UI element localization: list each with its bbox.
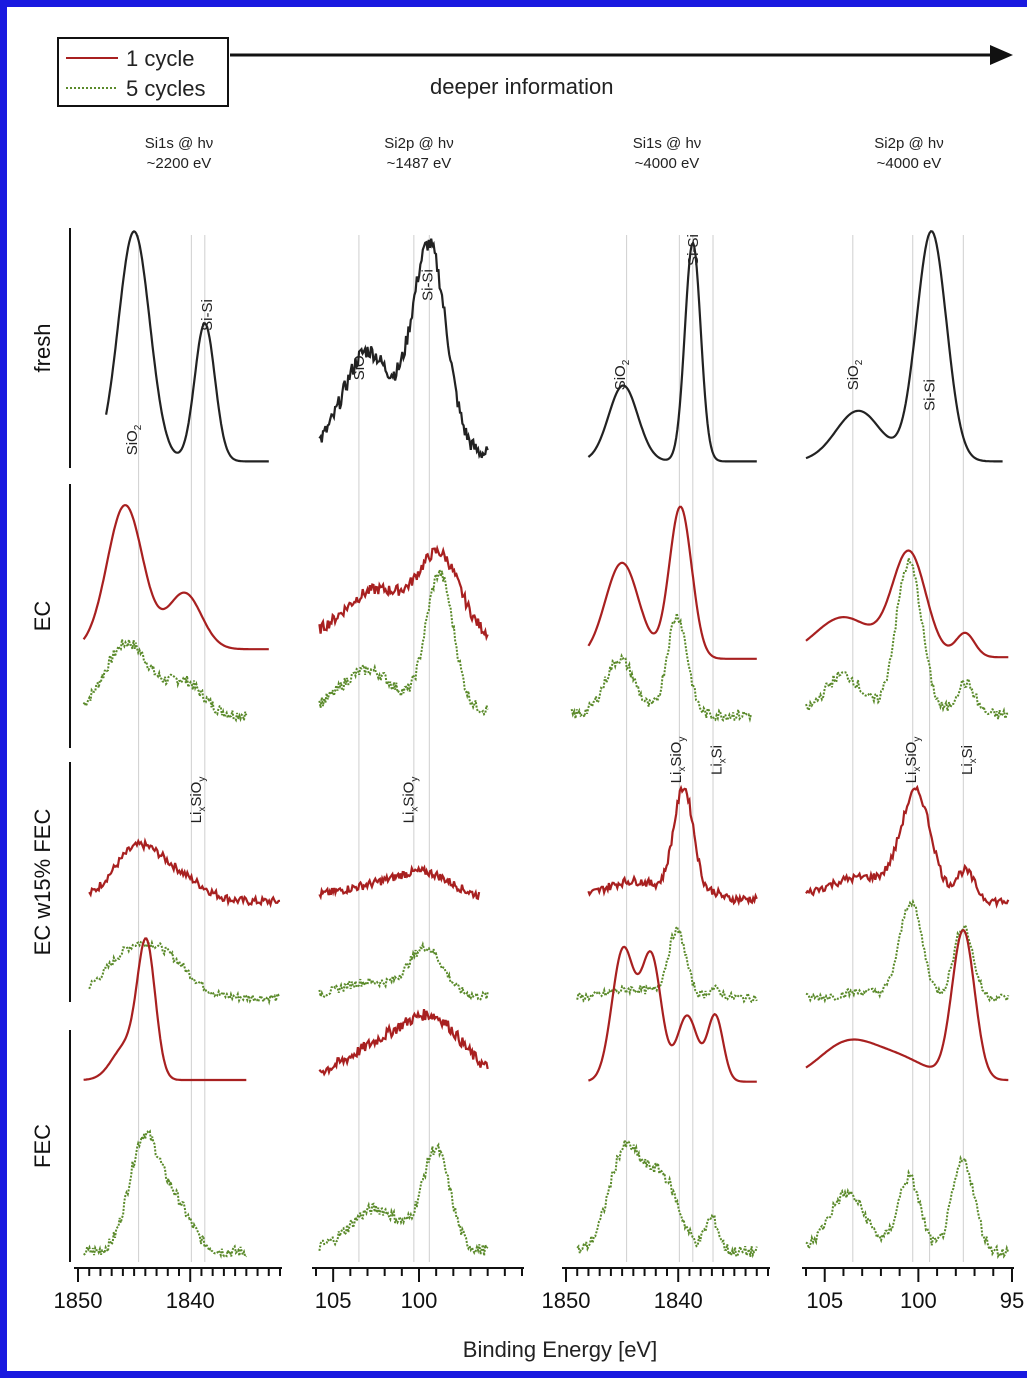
peak-label: SiO2 xyxy=(845,359,865,390)
depth-arrow-head xyxy=(990,45,1013,65)
spectrum-trace-fec-5-cycle xyxy=(805,1154,1010,1260)
peak-label: Si-Si xyxy=(922,379,939,411)
peak-label: LixSiOy xyxy=(188,777,208,824)
peak-label: SiO2 xyxy=(351,349,371,380)
depth-arrow-label: deeper information xyxy=(430,74,613,99)
row-label: EC w15% FEC xyxy=(30,809,55,956)
panel-4: Si2p @ hν ~4000 eV 105 100 95 SiO2 Si-Si LixSiO… xyxy=(802,135,1024,1313)
peak-label: Si-Si xyxy=(199,299,216,331)
spectrum-trace-fec-5-cycle xyxy=(83,1129,247,1259)
spectrum-trace-fec-1-cycle xyxy=(588,945,757,1083)
panel-header-line2: ~4000 eV xyxy=(877,155,942,172)
peak-label: Si-Si xyxy=(420,269,437,301)
spectrum-trace-ec-w15--fec-1-cycle xyxy=(318,864,481,901)
panels: Si1s @ hν ~2200 eV 1850 1840 SiO2 Si-Si LixSiO… xyxy=(54,135,1025,1313)
peak-label: SiO2 xyxy=(612,359,632,390)
legend-box xyxy=(57,37,229,107)
peak-label: LixSi xyxy=(959,745,979,775)
peak-label: LixSi xyxy=(708,745,728,775)
peak-label: LixSiOy xyxy=(903,737,923,784)
depth-arrow: deeper information xyxy=(230,45,1013,99)
panel-header-line1: Si1s @ hν xyxy=(633,135,702,152)
spectrum-trace-ec-w15--fec-1-cycle xyxy=(88,837,281,909)
peak-label: SiO2 xyxy=(124,424,144,455)
panel-1: Si1s @ hν ~2200 eV 1850 1840 SiO2 Si-Si LixSiO… xyxy=(54,135,282,1313)
panel-header-line1: Si2p @ hν xyxy=(384,135,453,152)
tick-label: 100 xyxy=(401,1288,438,1313)
legend-label-5-cycles: 5 cycles xyxy=(126,76,205,101)
legend-label-1-cycle: 1 cycle xyxy=(126,46,194,71)
row-labels: fresh EC EC w15% FEC FEC xyxy=(30,228,71,1262)
tick-label: 105 xyxy=(806,1288,843,1313)
spectrum-trace-fec-1-cycle xyxy=(805,928,1009,1082)
spectrum-trace-ec-5-cycle xyxy=(82,639,248,723)
panel-2: Si2p @ hν ~1487 eV 105 100 SiO2 Si-Si LixSiOy xyxy=(312,135,524,1313)
spectrum-trace-fresh-1-cycle xyxy=(318,238,489,460)
spectrum-trace-ec-1-cycle xyxy=(318,544,489,642)
spectrum-trace-fec-1-cycle xyxy=(318,1008,489,1077)
panel-header-line2: ~1487 eV xyxy=(387,155,452,172)
spectrum-trace-ec-w15--fec-5-cycle xyxy=(576,924,758,1004)
spectrum-trace-fresh-1-cycle xyxy=(587,240,757,463)
panel-header-line1: Si2p @ hν xyxy=(874,135,943,152)
spectrum-trace-ec-w15--fec-1-cycle xyxy=(805,784,1010,909)
spectrum-trace-fec-1-cycle xyxy=(83,937,247,1082)
panel-header-line1: Si1s @ hν xyxy=(145,135,214,152)
spectrum-trace-ec-5-cycle xyxy=(805,554,1009,720)
tick-label: 1840 xyxy=(654,1288,703,1313)
row-label: fresh xyxy=(30,324,55,373)
spectrum-trace-fresh-1-cycle xyxy=(105,230,269,463)
peak-label: LixSiOy xyxy=(668,737,688,784)
tick-label: 100 xyxy=(900,1288,937,1313)
tick-label: 1840 xyxy=(166,1288,215,1313)
spectrum-trace-fresh-1-cycle xyxy=(805,229,1003,463)
tick-label: 1850 xyxy=(54,1288,103,1313)
peak-label: LixSiOy xyxy=(401,777,421,824)
spectrum-trace-ec-w15--fec-5-cycle xyxy=(318,940,489,1001)
row-label: FEC xyxy=(30,1124,55,1168)
spectrum-trace-ec-1-cycle xyxy=(805,549,1009,659)
row-label: EC xyxy=(30,601,55,632)
spectrum-trace-ec-5-cycle xyxy=(318,569,489,716)
x-axis-title: Binding Energy [eV] xyxy=(463,1337,657,1362)
panel-header-line2: ~2200 eV xyxy=(147,155,212,172)
spectrum-trace-ec-5-cycle xyxy=(570,613,753,723)
tick-label: 95 xyxy=(1000,1288,1024,1313)
tick-label: 1850 xyxy=(542,1288,591,1313)
spectrum-trace-fec-5-cycle xyxy=(318,1142,489,1256)
spectrum-trace-ec-w15--fec-5-cycle xyxy=(805,898,1010,1005)
spectrum-trace-ec-w15--fec-1-cycle xyxy=(587,784,758,907)
spectrum-trace-ec-1-cycle xyxy=(587,505,757,660)
panel-header-line2: ~4000 eV xyxy=(635,155,700,172)
panel-3: Si1s @ hν ~4000 eV 1850 1840 SiO2 Si-Si LixSiO… xyxy=(542,135,770,1313)
spectrum-trace-fec-5-cycle xyxy=(576,1139,758,1260)
tick-label: 105 xyxy=(315,1288,352,1313)
spectrum-trace-ec-w15--fec-5-cycle xyxy=(88,939,281,1006)
peak-label: Si-Si xyxy=(685,234,702,266)
spectrum-trace-ec-1-cycle xyxy=(82,504,269,651)
legend: 1 cycle 5 cycles xyxy=(57,37,229,107)
